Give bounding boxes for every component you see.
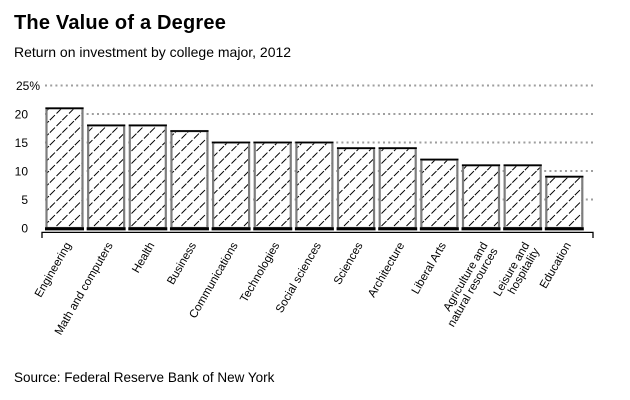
y-tick-label: 15 [15, 136, 29, 150]
x-category-label: Architecture [366, 241, 407, 300]
x-category-label: Technologies [238, 240, 282, 304]
x-category-label: Sciences [332, 240, 366, 287]
bar [461, 164, 501, 230]
y-axis-labels: 0 5 10 15 20 25% [15, 79, 41, 236]
x-axis-line [41, 231, 594, 238]
bar [336, 147, 376, 230]
y-tick-label: 25% [16, 79, 40, 93]
bar [295, 141, 334, 230]
y-tick-label: 10 [15, 165, 29, 179]
chart-title: The Value of a Degree [14, 12, 227, 34]
x-category-label: Education [538, 241, 574, 291]
y-tick-label: 0 [21, 222, 28, 236]
x-category-label: Leisure andhospitality [492, 240, 543, 304]
x-category-label: Agriculture andnatural resources [436, 240, 501, 329]
source-note: Source: Federal Reserve Bank of New York [14, 370, 275, 385]
bars [45, 107, 584, 231]
x-category-label: Health [130, 241, 157, 276]
x-axis [41, 231, 594, 238]
x-category-label: Engineering [33, 241, 74, 300]
bar [503, 164, 542, 230]
bar [212, 141, 251, 230]
chart-subtitle: Return on investment by college major, 2… [14, 44, 292, 60]
y-tick-label: 20 [15, 108, 29, 122]
bar [128, 124, 167, 230]
x-category-label: Liberal Arts [410, 240, 449, 296]
x-category-label: Business [165, 240, 199, 287]
bar [45, 107, 84, 230]
bar [87, 124, 126, 230]
x-category-label: Social sciences [274, 240, 324, 315]
y-tick-label: 5 [21, 193, 28, 207]
bar [253, 141, 292, 230]
bar [420, 158, 459, 230]
bar [170, 129, 209, 230]
bar [378, 147, 417, 230]
bar [545, 175, 584, 230]
